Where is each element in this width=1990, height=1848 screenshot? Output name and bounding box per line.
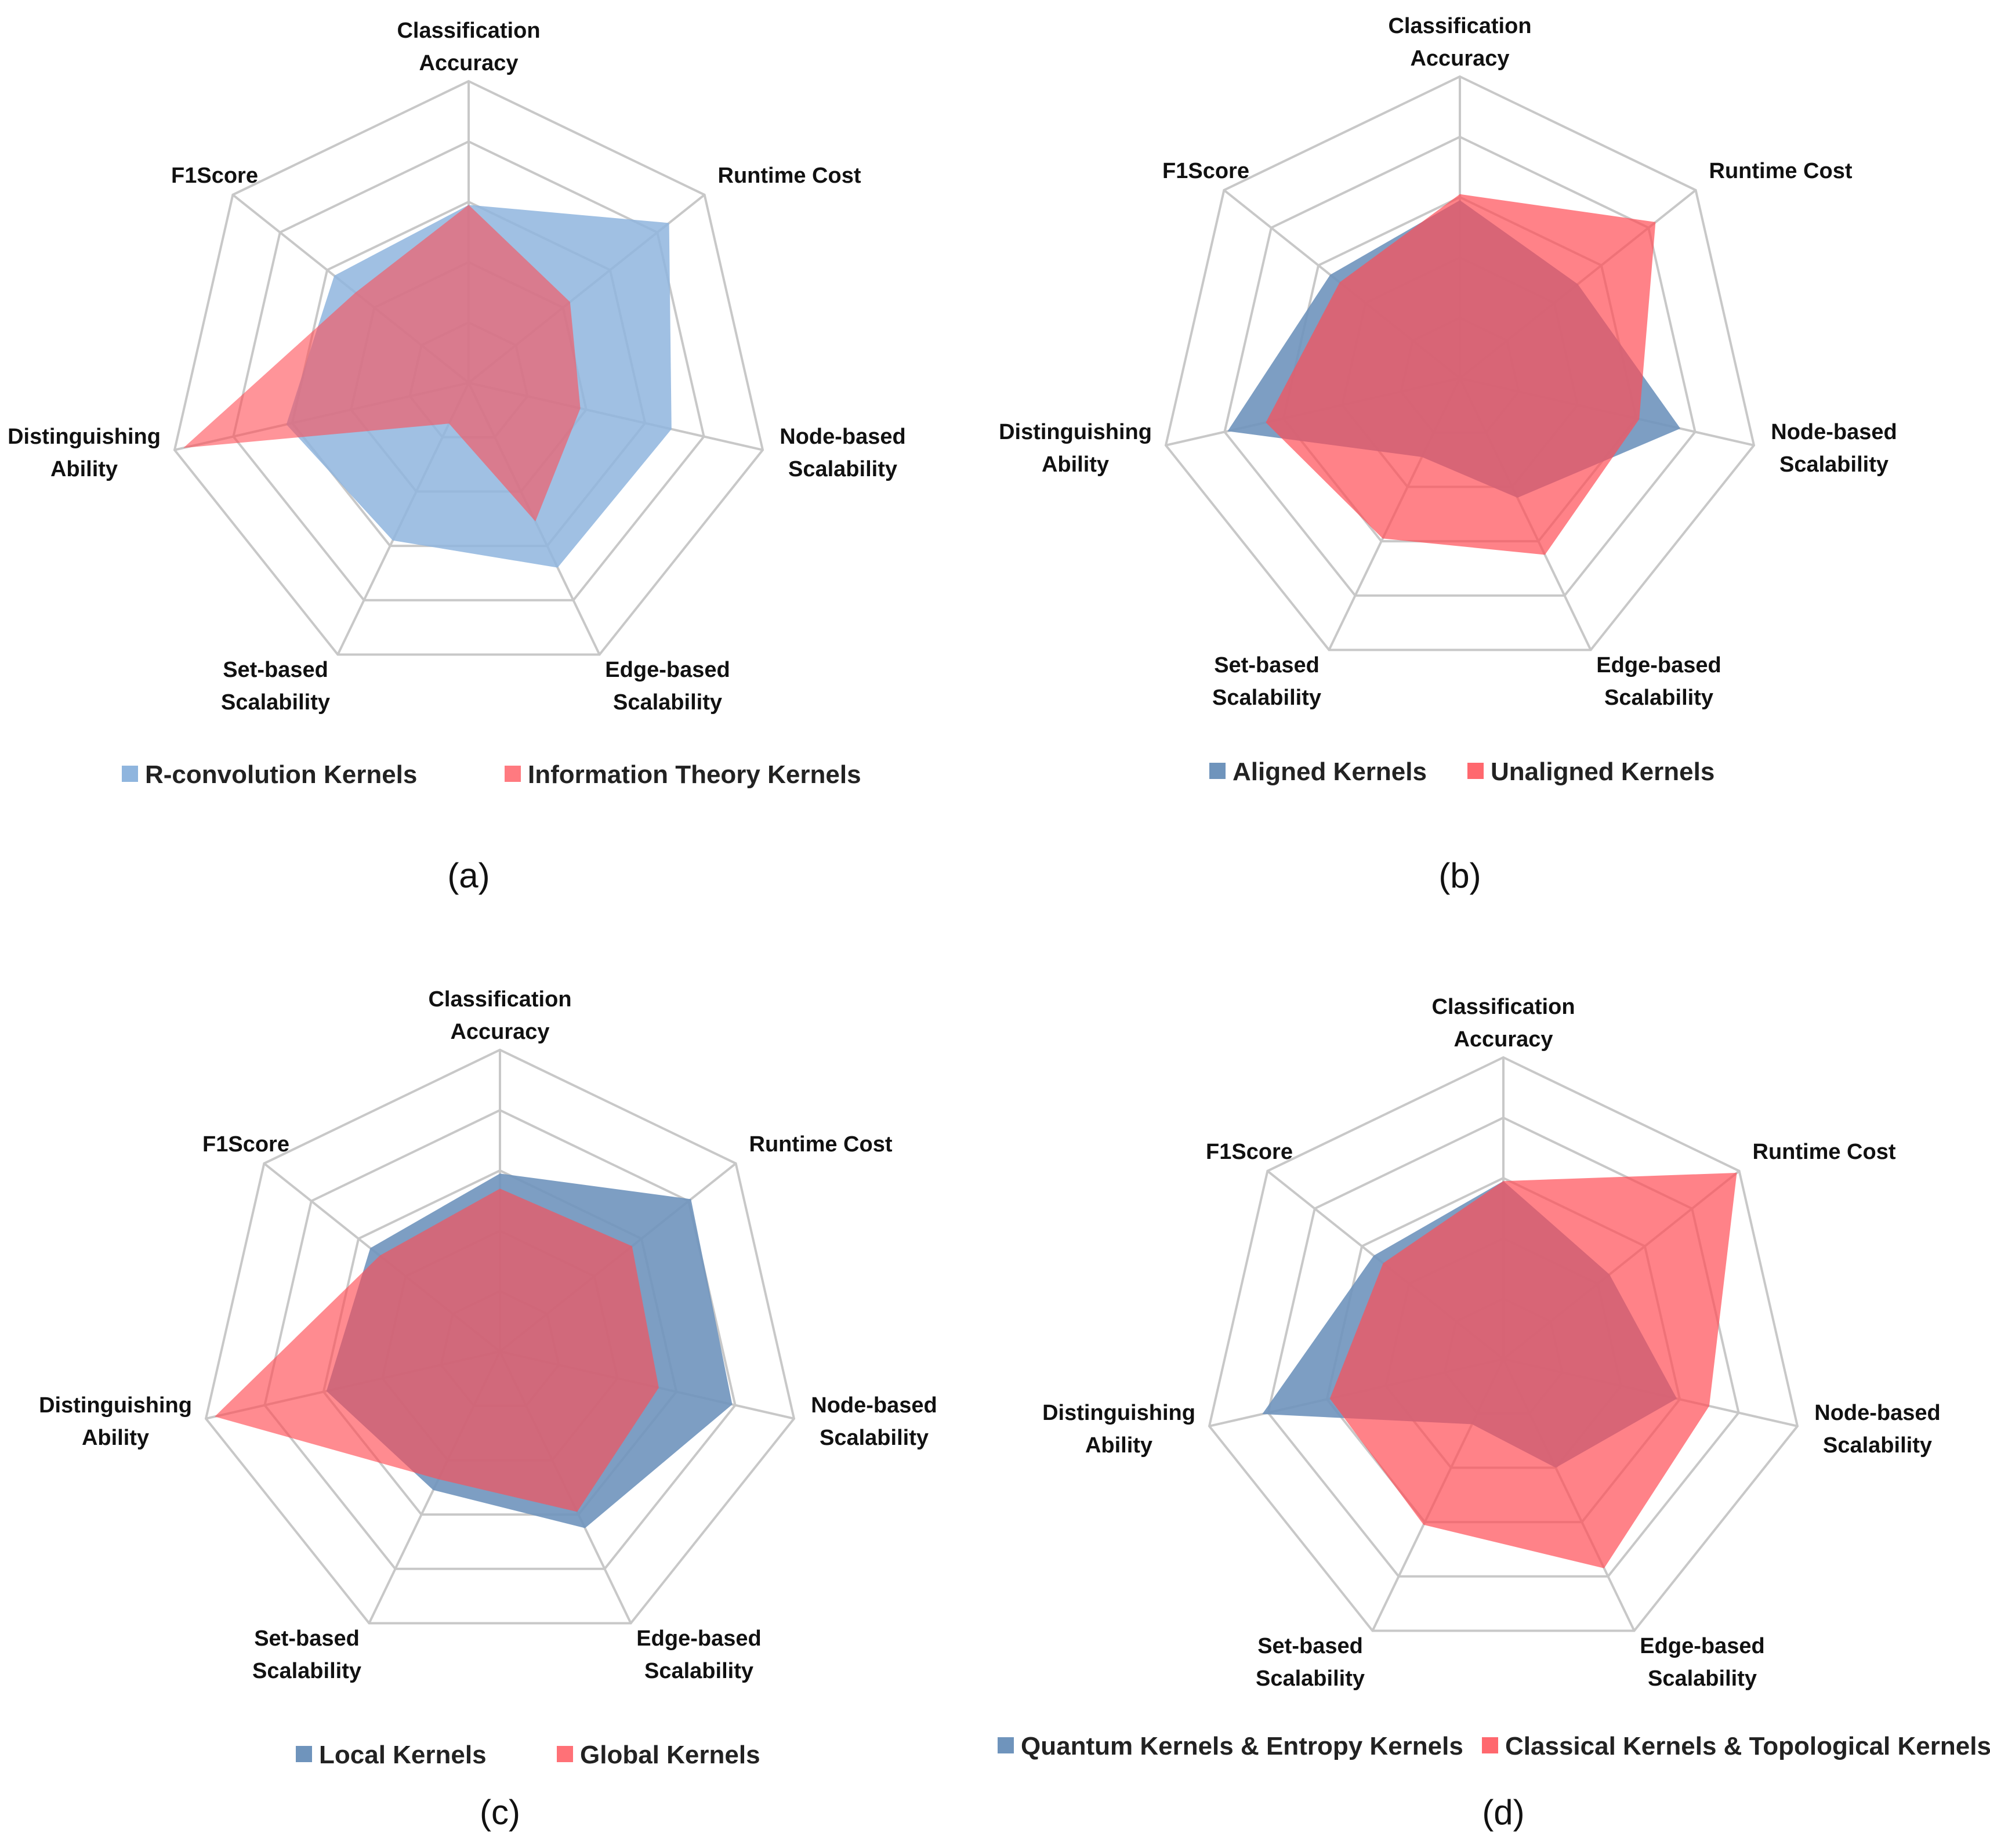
legend-swatch-b-1 — [1209, 763, 1226, 779]
axis-labels-a: Classification Accuracy Runtime Cost Node-b… — [8, 19, 906, 715]
legend-label-a-2: Information Theory Kernels — [528, 760, 861, 789]
radar-panel-b: Classification Accuracy Runtime Cost Node-b… — [999, 14, 1897, 895]
radar-panel-d: Classification Accuracy Runtime Cost Node-b… — [998, 995, 1990, 1832]
axis-label-b-set-based-scalability: Set-based Scalability — [1212, 653, 1321, 710]
axis-label-c-edge-based-scalability: Edge-based Scalability — [636, 1626, 761, 1683]
legend-label-d-1: Quantum Kernels & Entropy Kernels — [1021, 1732, 1463, 1760]
grid-ring-c-5 — [204, 1048, 796, 1625]
legend-label-a-1: R-convolution Kernels — [145, 760, 417, 789]
panel-caption-d: (d) — [1482, 1793, 1524, 1832]
legend-swatch-b-2 — [1467, 763, 1484, 779]
legend-label-b-1: Aligned Kernels — [1233, 758, 1427, 786]
legend-label-b-2: Unaligned Kernels — [1491, 758, 1714, 786]
axis-labels-b: Classification Accuracy Runtime Cost Node-b… — [999, 14, 1897, 710]
legend-label-c-1: Local Kernels — [319, 1741, 487, 1769]
axis-label-d-node-based-scalability: Node-based Scalability — [1814, 1401, 1940, 1458]
series-area-d-2 — [1329, 1173, 1737, 1568]
legend-c: Local Kernels Global Kernels — [296, 1741, 760, 1769]
legend-swatch-d-2 — [1482, 1737, 1498, 1753]
axis-labels-c: Classification Accuracy Runtime Cost Node-b… — [39, 987, 937, 1683]
axis-label-b-runtime-cost: Runtime Cost — [1709, 159, 1853, 183]
legend-swatch-d-1 — [998, 1737, 1014, 1753]
axis-label-c-distinguishing-ability: Distinguishing Ability — [39, 1393, 192, 1450]
axis-label-d-classification-accuracy: Classification Accuracy — [1431, 995, 1575, 1052]
axis-label-a-runtime-cost: Runtime Cost — [718, 164, 861, 188]
axis-label-a-edge-based-scalability: Edge-based Scalability — [605, 658, 730, 715]
radar-series-b — [1227, 194, 1681, 555]
axis-label-d-set-based-scalability: Set-based Scalability — [1256, 1634, 1365, 1691]
panel-caption-b: (b) — [1438, 856, 1481, 895]
grid-ring-b-5 — [1164, 75, 1756, 651]
axis-label-c-node-based-scalability: Node-based Scalability — [811, 1393, 937, 1450]
legend-label-d-2: Classical Kernels & Topological Kernels — [1505, 1732, 1990, 1760]
radar-panel-c: Classification Accuracy Runtime Cost Node-b… — [39, 987, 937, 1832]
axis-label-c-set-based-scalability: Set-based Scalability — [252, 1626, 361, 1683]
panel-caption-c: (c) — [480, 1793, 520, 1832]
axis-label-c-runtime-cost: Runtime Cost — [749, 1132, 893, 1157]
series-area-a-2 — [183, 205, 581, 521]
series-area-c-2 — [215, 1188, 659, 1512]
axis-label-a-set-based-scalability: Set-based Scalability — [221, 658, 330, 715]
radar-series-a — [183, 205, 672, 568]
radar-series-d — [1262, 1173, 1737, 1568]
grid-ring-a-5 — [173, 79, 764, 656]
axis-label-b-distinguishing-ability: Distinguishing Ability — [999, 420, 1152, 477]
axis-label-d-edge-based-scalability: Edge-based Scalability — [1640, 1634, 1764, 1691]
legend-d: Quantum Kernels & Entropy Kernels Classi… — [998, 1732, 1990, 1760]
legend-swatch-c-2 — [557, 1746, 573, 1762]
axis-label-d-distinguishing-ability: Distinguishing Ability — [1042, 1401, 1195, 1458]
axis-labels-d: Classification Accuracy Runtime Cost Node-b… — [1042, 995, 1941, 1691]
axis-label-a-classification-accuracy: Classification Accuracy — [397, 19, 540, 75]
axis-label-d-runtime-cost: Runtime Cost — [1753, 1140, 1896, 1164]
axis-label-b-edge-based-scalability: Edge-based Scalability — [1596, 653, 1721, 710]
legend-b: Aligned Kernels Unaligned Kernels — [1209, 758, 1714, 786]
radar-series-c — [215, 1173, 733, 1528]
legend-swatch-c-1 — [296, 1746, 312, 1762]
series-area-b-2 — [1266, 194, 1656, 555]
grid-ring-b-4 — [1223, 135, 1697, 597]
grid-ring-d-5 — [1208, 1056, 1799, 1632]
axis-label-a-f1score: F1Score — [171, 164, 258, 188]
axis-label-d-f1score: F1Score — [1206, 1140, 1293, 1164]
legend-swatch-a-2 — [505, 766, 521, 782]
axis-label-a-distinguishing-ability: Distinguishing Ability — [8, 425, 161, 481]
axis-label-c-f1score: F1Score — [202, 1132, 289, 1157]
legend-swatch-a-1 — [122, 766, 138, 782]
axis-label-b-classification-accuracy: Classification Accuracy — [1388, 14, 1531, 71]
radar-panel-a: Classification Accuracy Runtime Cost Node-b… — [8, 19, 906, 895]
legend-a: R-convolution Kernels Information Theory… — [122, 760, 861, 789]
legend-label-c-2: Global Kernels — [580, 1741, 760, 1769]
axis-label-a-node-based-scalability: Node-based Scalability — [780, 425, 905, 481]
axis-label-b-f1score: F1Score — [1162, 159, 1249, 183]
axis-label-c-classification-accuracy: Classification Accuracy — [428, 987, 571, 1044]
panel-caption-a: (a) — [447, 856, 490, 895]
axis-label-b-node-based-scalability: Node-based Scalability — [1771, 420, 1897, 477]
